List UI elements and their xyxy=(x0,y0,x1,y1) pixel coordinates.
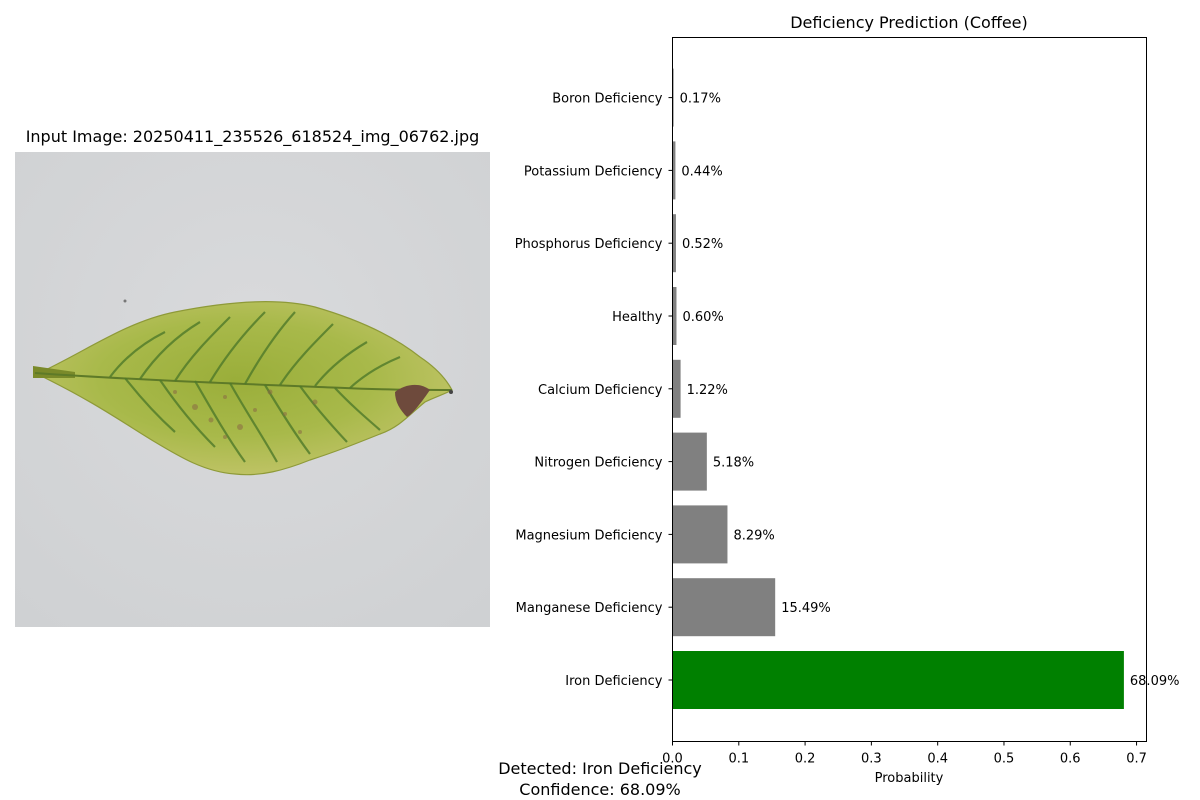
x-tick-label: 0.2 xyxy=(795,752,816,767)
bar-healthy xyxy=(672,287,677,345)
x-tick-label: 0.5 xyxy=(994,752,1015,767)
chart-title: Deficiency Prediction (Coffee) xyxy=(790,13,1028,32)
x-tick-label: 0.3 xyxy=(861,752,882,767)
y-label-phosphorus-deficiency: Phosphorus Deficiency xyxy=(515,237,663,252)
confidence-label: Confidence: 68.09% xyxy=(519,780,681,799)
value-label-healthy: 0.60% xyxy=(682,310,723,325)
value-label-calcium-deficiency: 1.22% xyxy=(687,383,728,398)
x-tick-label: 0.7 xyxy=(1126,752,1147,767)
x-tick-label: 0.1 xyxy=(728,752,749,767)
value-label-iron-deficiency: 68.09% xyxy=(1130,674,1180,689)
bar-potassium-deficiency xyxy=(672,141,676,200)
value-label-potassium-deficiency: 0.44% xyxy=(681,164,722,179)
input-image-title: Input Image: 20250411_235526_618524_img_… xyxy=(25,127,480,146)
leaf-photo xyxy=(15,152,490,627)
x-tick-label: 0.4 xyxy=(927,752,948,767)
value-label-manganese-deficiency: 15.49% xyxy=(781,601,831,616)
value-label-nitrogen-deficiency: 5.18% xyxy=(713,456,754,471)
x-tick-label: 0.0 xyxy=(662,752,683,767)
bar-magnesium-deficiency xyxy=(672,505,728,564)
value-label-boron-deficiency: 0.17% xyxy=(680,92,721,107)
y-label-boron-deficiency: Boron Deficiency xyxy=(552,92,663,107)
y-label-iron-deficiency: Iron Deficiency xyxy=(565,674,663,689)
y-label-calcium-deficiency: Calcium Deficiency xyxy=(538,383,663,398)
detected-label: Detected: Iron Deficiency xyxy=(498,759,702,778)
bar-nitrogen-deficiency xyxy=(672,432,707,491)
x-tick-label: 0.6 xyxy=(1060,752,1081,767)
bar-calcium-deficiency xyxy=(672,359,681,418)
bar-phosphorus-deficiency xyxy=(672,214,676,273)
plot-frame xyxy=(672,37,1147,742)
bar-iron-deficiency xyxy=(672,651,1124,709)
value-label-phosphorus-deficiency: 0.52% xyxy=(682,237,723,252)
y-label-magnesium-deficiency: Magnesium Deficiency xyxy=(515,528,662,543)
y-label-manganese-deficiency: Manganese Deficiency xyxy=(516,601,663,616)
bar-boron-deficiency xyxy=(672,68,674,127)
value-label-magnesium-deficiency: 8.29% xyxy=(733,528,774,543)
y-label-nitrogen-deficiency: Nitrogen Deficiency xyxy=(534,456,662,471)
y-label-healthy: Healthy xyxy=(612,310,663,325)
x-axis-label: Probability xyxy=(875,771,944,786)
bar-manganese-deficiency xyxy=(672,578,776,637)
y-label-potassium-deficiency: Potassium Deficiency xyxy=(524,164,663,179)
